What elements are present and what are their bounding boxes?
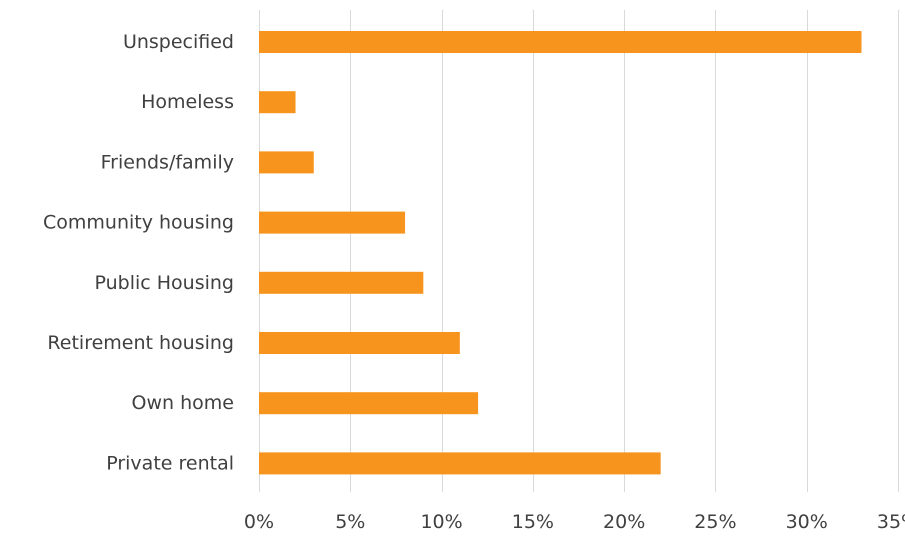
bar	[259, 392, 479, 415]
x-tick-label: 15%	[512, 511, 554, 533]
category-label: Homeless	[141, 91, 234, 113]
category-label: Friends/family	[101, 151, 234, 173]
bar	[259, 332, 460, 354]
category-label: Public Housing	[94, 272, 234, 294]
bar	[259, 31, 862, 53]
bar	[259, 211, 406, 234]
bar	[259, 452, 661, 475]
x-tick-label: 30%	[786, 511, 828, 533]
x-tick-label: 10%	[420, 511, 462, 533]
x-tick-label: 5%	[335, 511, 365, 533]
x-tick-label: 20%	[603, 511, 645, 533]
x-tick-label: 25%	[694, 511, 736, 533]
category-labels: Unspecified Homeless Friends/family Communi…	[43, 31, 234, 474]
category-label: Community housing	[43, 212, 234, 234]
x-axis-tick-labels: 0% 5% 10% 15% 20% 25% 30% 35%	[244, 511, 905, 533]
bars	[259, 31, 862, 475]
bar	[259, 151, 314, 174]
bar	[259, 271, 424, 294]
category-label: Own home	[132, 392, 234, 414]
category-label: Retirement housing	[47, 332, 234, 354]
bar	[259, 91, 296, 114]
x-tick-label: 0%	[244, 511, 274, 533]
x-tick-label: 35%	[877, 511, 905, 533]
grid-lines	[259, 10, 899, 492]
category-label: Private rental	[106, 452, 234, 474]
category-label: Unspecified	[123, 31, 234, 53]
